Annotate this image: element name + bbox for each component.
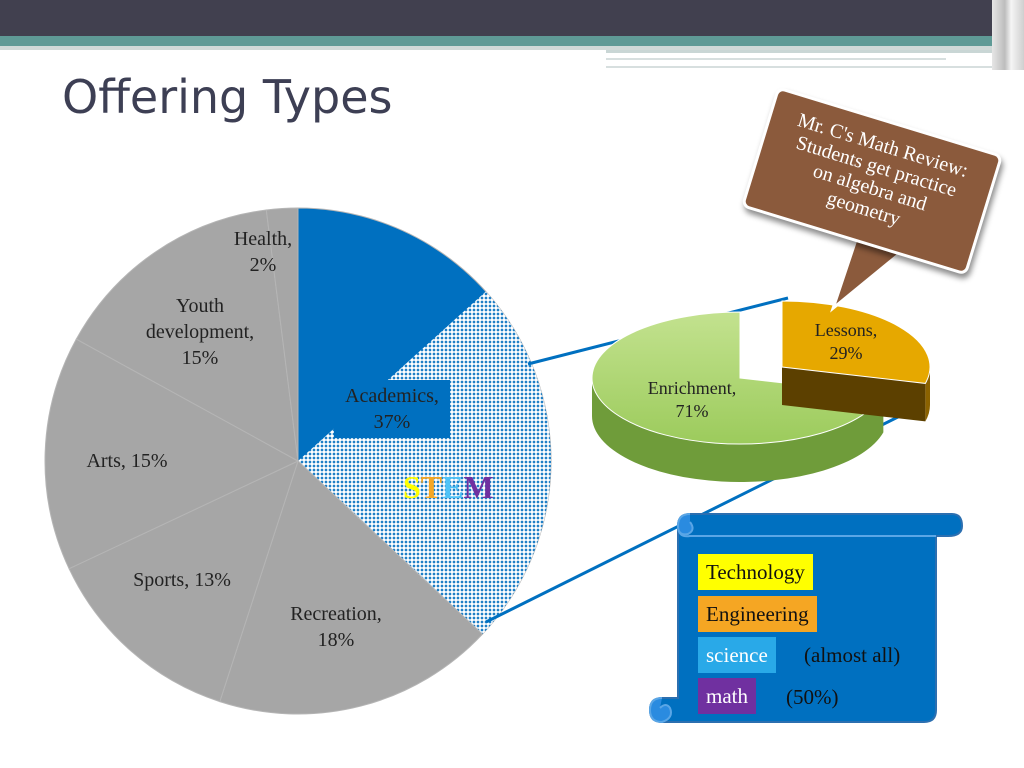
- slice-side-lessons: [925, 367, 930, 422]
- stem-portion: [298, 291, 552, 635]
- corner-decoration: [992, 0, 1024, 70]
- stem-item-technology: Technology: [698, 554, 813, 590]
- pie-label-health: Health, 2%: [234, 228, 292, 276]
- decor-line: [606, 66, 996, 68]
- stem-item-engineering: Engineering: [698, 596, 817, 632]
- pie-slice-sports: [68, 460, 299, 703]
- offering-pie: [44, 207, 552, 715]
- stem-letter: T: [421, 469, 442, 505]
- pie-label-arts: Arts, 15%: [86, 450, 167, 472]
- header-stripe-light: [0, 46, 1024, 50]
- science-note: (almost all): [804, 643, 901, 667]
- pie-label-youth-development: Youth development, 15%: [146, 295, 254, 369]
- decor-line: [606, 50, 996, 53]
- pie3d-label-enrichment: Enrichment, 71%: [648, 378, 736, 421]
- offering-pie-labels: Academics, 37% Recreation, 18% Sports, 13% Ar…: [86, 228, 450, 651]
- stem-letter: S: [403, 469, 421, 505]
- slide-title: Offering Types: [62, 70, 393, 124]
- decor-line: [606, 58, 946, 60]
- math-review-callout: Mr. C's Math Review: Students get practi…: [740, 86, 1004, 313]
- slice-side-enrichment: [592, 378, 884, 482]
- stem-label: STEM: [403, 469, 494, 505]
- pie-slice-arts: [44, 338, 300, 570]
- stem-letter: E: [442, 469, 463, 505]
- activity-type-pie-labels: Enrichment, 71% Lessons, 29%: [648, 320, 877, 421]
- header-bar: [0, 0, 1024, 36]
- stem-item-math: math: [698, 678, 756, 714]
- pie-slice-youth-development: [75, 209, 299, 462]
- label-background: [334, 380, 450, 438]
- slice-wall-lessons: [782, 367, 926, 422]
- pie-label-academics: Academics, 37%: [345, 385, 439, 433]
- pie-label-recreation: Recreation, 18%: [290, 603, 382, 651]
- stem-scroll: Technology Engineering science (almost a…: [648, 512, 964, 724]
- pie-label-sports: Sports, 13%: [133, 569, 231, 591]
- pie3d-label-lessons: Lessons, 29%: [815, 320, 878, 363]
- stem-item-science: science: [698, 637, 776, 673]
- stem-letter: M: [463, 469, 493, 505]
- activity-type-pie: [591, 300, 931, 482]
- pie3d-slice-lessons: [781, 300, 931, 384]
- pie3d-slice-enrichment: [591, 311, 885, 445]
- pie-slice-health: [265, 207, 299, 462]
- pie-slice-recreation: [219, 460, 484, 715]
- math-note: (50%): [786, 685, 839, 709]
- header-stripe: [0, 36, 1024, 46]
